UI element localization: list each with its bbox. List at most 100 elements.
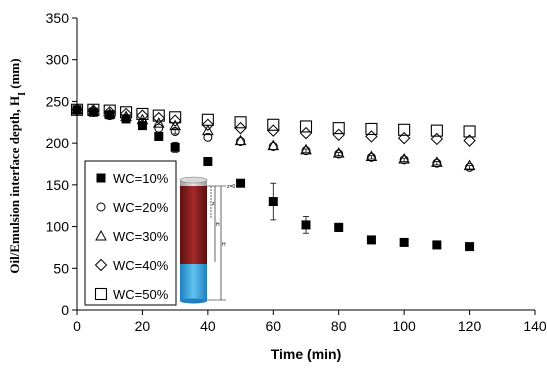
y-axis-label-sub: I [17,92,28,96]
data-point [236,178,246,188]
data-point [366,235,376,245]
x-tick-label: 100 [392,318,416,334]
y-ticks: 0 50 100 150 200 250 300 350 [46,10,77,318]
data-point [365,130,378,143]
data-point [430,132,444,146]
legend-items: WC=10% WC=20% WC=30% WC=40% WC=50% [94,171,169,302]
data-point [236,136,246,146]
y-axis-label-unit: (mm) [7,58,22,92]
data-point [87,103,100,116]
y-tick-label: 300 [46,52,70,68]
data-point [152,109,165,122]
y-tick-label: 100 [46,219,70,235]
legend-marker [96,173,106,183]
data-point [136,109,149,122]
data-point [120,110,132,121]
separation-column-illustration: z=0 z H H [179,176,235,304]
data-point [301,146,311,156]
series-layer [70,103,476,252]
data-point [334,149,344,159]
data-point [267,139,280,151]
data-point [332,128,345,142]
x-tick-label: 40 [200,318,216,334]
data-point [234,134,247,146]
legend-label: WC=50% [113,287,169,302]
data-point [465,242,475,252]
y-tick-label: 250 [46,93,70,109]
data-point [299,126,313,140]
y-tick-label: 0 [61,302,69,318]
data-point [365,122,378,136]
column-emulsion-layer [180,186,207,264]
data-point [70,103,84,116]
data-point [332,122,345,135]
data-point [267,124,280,137]
y-tick-label: 150 [46,177,70,193]
data-point [399,237,409,247]
data-point [268,197,278,207]
data-point [71,103,83,115]
data-point [463,134,476,147]
h-label-1: H [216,222,220,228]
x-tick-label: 0 [73,318,81,334]
x-tick-label: 140 [523,318,547,334]
data-point [397,131,411,145]
series-WC=30% [71,103,476,171]
data-point [154,123,164,133]
interface-label: z=0 [227,184,235,190]
y-tick-label: 50 [53,260,69,276]
legend-marker [96,202,106,212]
data-point [365,150,378,161]
legend-label: WC=30% [113,229,169,244]
data-point [300,143,312,155]
data-point [169,111,182,124]
data-point [399,155,409,165]
y-axis-label: Oil/Emulsion interface depth, HI (mm) [7,58,28,273]
data-point [431,156,443,167]
x-ticks: 0 20 40 60 80 100 120 140 [73,310,547,334]
data-point [398,152,410,164]
data-point [201,118,215,131]
data-point [154,131,164,141]
x-tick-label: 120 [458,318,482,334]
data-point [268,141,278,151]
data-point [301,220,311,230]
x-tick-label: 20 [135,318,151,334]
data-point [366,152,376,162]
data-point [152,117,165,128]
legend: WC=10% WC=20% WC=30% WC=40% WC=50% [84,160,177,306]
data-point [170,126,180,136]
series-WC=50% [70,103,476,138]
axes [76,18,535,311]
data-point [463,159,476,171]
data-point [332,147,345,158]
legend-label: WC=40% [113,258,169,273]
legend-label: WC=10% [113,171,169,186]
legend-label: WC=20% [113,200,169,215]
legend-marker [94,258,108,272]
data-point [463,125,476,138]
series-WC=10% [72,105,475,252]
data-point [168,114,182,127]
y-tick-label: 350 [46,10,70,26]
z-label: z [212,201,215,207]
x-axis-label: Time (min) [271,346,342,362]
y-tick-label: 200 [46,135,70,151]
data-point [267,118,280,131]
data-point [432,158,442,168]
column-top-cap [179,176,208,184]
data-point [234,121,247,135]
data-point [203,156,213,166]
data-point [202,124,214,136]
data-point [432,240,442,250]
data-point [201,113,214,126]
y-axis-label-main: Oil/Emulsion interface depth, H [7,96,22,274]
data-point [398,123,411,136]
data-point [334,222,344,232]
data-point [170,142,180,152]
data-point [136,107,149,120]
column-water-layer [180,264,207,301]
data-point [120,106,133,119]
